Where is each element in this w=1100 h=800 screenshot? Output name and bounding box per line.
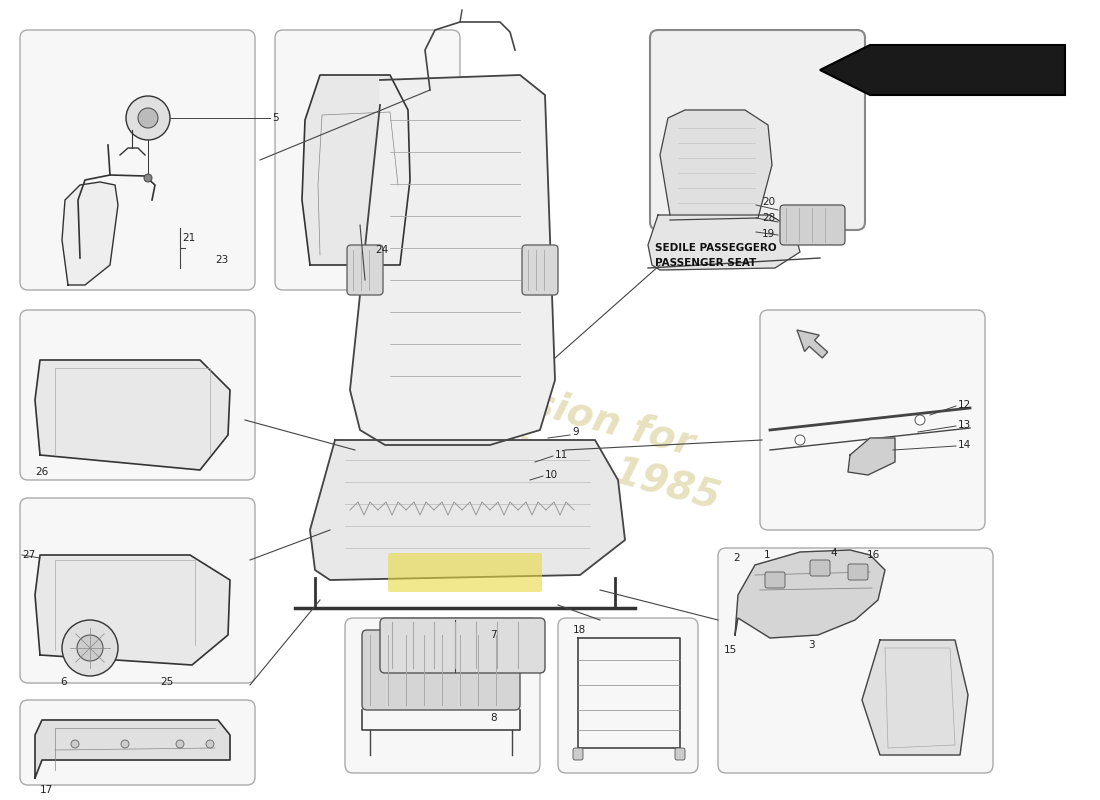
Text: PASSENGER SEAT: PASSENGER SEAT: [654, 258, 757, 268]
FancyBboxPatch shape: [718, 548, 993, 773]
Polygon shape: [848, 438, 895, 475]
Text: 12: 12: [958, 400, 971, 410]
FancyBboxPatch shape: [573, 748, 583, 760]
FancyBboxPatch shape: [20, 700, 255, 785]
FancyBboxPatch shape: [848, 564, 868, 580]
Text: 20: 20: [762, 197, 776, 207]
Circle shape: [176, 740, 184, 748]
Text: 6: 6: [60, 677, 67, 687]
FancyBboxPatch shape: [810, 560, 830, 576]
FancyBboxPatch shape: [522, 245, 558, 295]
FancyBboxPatch shape: [346, 245, 383, 295]
FancyBboxPatch shape: [20, 310, 255, 480]
FancyBboxPatch shape: [20, 498, 255, 683]
FancyBboxPatch shape: [379, 618, 544, 673]
Text: 9: 9: [572, 427, 579, 437]
Circle shape: [138, 108, 158, 128]
Text: 4: 4: [830, 548, 837, 558]
Text: SEDILE PASSEGGERO: SEDILE PASSEGGERO: [654, 243, 777, 253]
Text: 15: 15: [724, 645, 737, 655]
Text: 5: 5: [272, 113, 278, 123]
Text: 28: 28: [762, 213, 776, 223]
Circle shape: [77, 635, 103, 661]
FancyBboxPatch shape: [275, 30, 460, 290]
Text: 21: 21: [182, 233, 196, 243]
Polygon shape: [862, 640, 968, 755]
Circle shape: [121, 740, 129, 748]
Text: 13: 13: [958, 420, 971, 430]
Text: 14: 14: [958, 440, 971, 450]
FancyBboxPatch shape: [20, 30, 255, 290]
Text: 2: 2: [733, 553, 739, 563]
Text: 27: 27: [22, 550, 35, 560]
Polygon shape: [648, 215, 800, 270]
FancyArrow shape: [798, 330, 827, 358]
Polygon shape: [310, 440, 625, 580]
Text: 11: 11: [556, 450, 569, 460]
Text: 18: 18: [573, 625, 586, 635]
Polygon shape: [302, 75, 410, 265]
Circle shape: [206, 740, 214, 748]
Text: 10: 10: [544, 470, 558, 480]
Polygon shape: [820, 45, 1065, 95]
Text: 23: 23: [214, 255, 229, 265]
Text: 8: 8: [490, 713, 496, 723]
Text: 26: 26: [35, 467, 48, 477]
FancyBboxPatch shape: [780, 205, 845, 245]
Text: 25: 25: [160, 677, 174, 687]
Circle shape: [144, 174, 152, 182]
Polygon shape: [35, 360, 230, 470]
FancyBboxPatch shape: [675, 748, 685, 760]
Text: 16: 16: [867, 550, 880, 560]
FancyBboxPatch shape: [558, 618, 698, 773]
FancyBboxPatch shape: [764, 572, 785, 588]
Polygon shape: [735, 550, 886, 638]
FancyBboxPatch shape: [345, 618, 540, 773]
Polygon shape: [62, 182, 118, 285]
Circle shape: [126, 96, 170, 140]
Circle shape: [62, 620, 118, 676]
Text: 17: 17: [40, 785, 53, 795]
Polygon shape: [660, 110, 772, 220]
FancyBboxPatch shape: [760, 310, 984, 530]
Polygon shape: [35, 555, 230, 665]
Text: 3: 3: [808, 640, 815, 650]
Text: 7: 7: [490, 630, 496, 640]
Text: 1: 1: [764, 550, 771, 560]
Polygon shape: [350, 75, 556, 445]
Circle shape: [915, 415, 925, 425]
FancyBboxPatch shape: [362, 630, 520, 710]
Text: 24: 24: [375, 245, 388, 255]
Text: a passion for
parts since 1985: a passion for parts since 1985: [364, 343, 736, 517]
Text: 19: 19: [762, 229, 776, 239]
FancyBboxPatch shape: [650, 30, 865, 230]
FancyBboxPatch shape: [388, 553, 542, 592]
Polygon shape: [35, 720, 230, 778]
Circle shape: [795, 435, 805, 445]
Circle shape: [72, 740, 79, 748]
